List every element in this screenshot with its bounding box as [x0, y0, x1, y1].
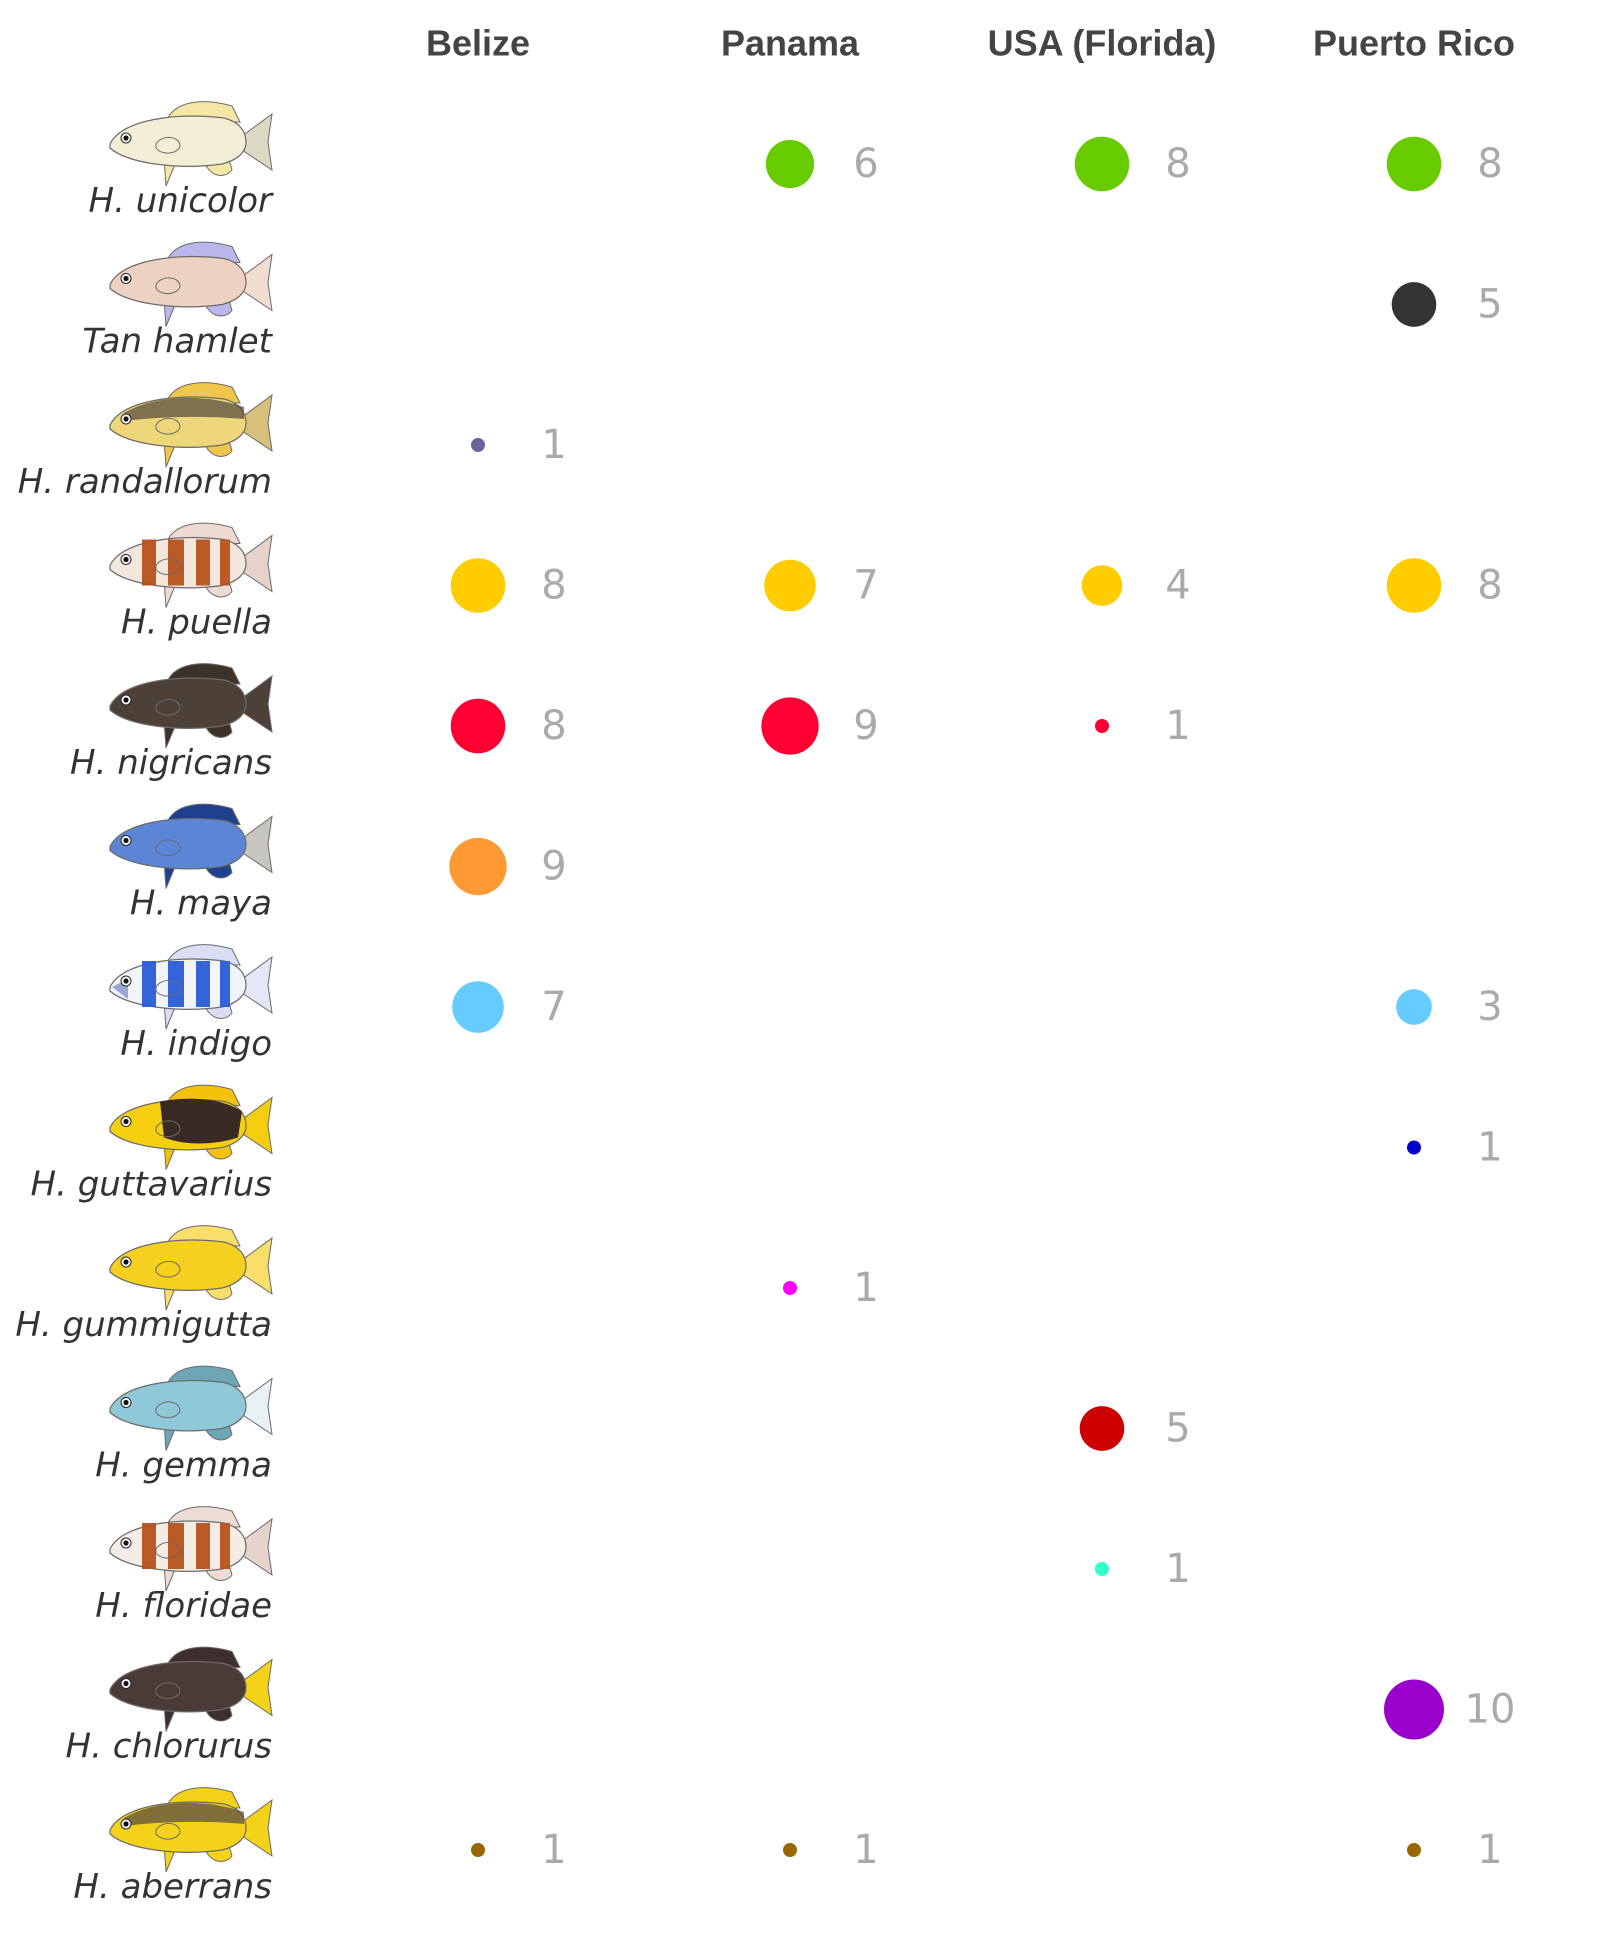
fish-illustration-icon: [109, 522, 273, 608]
column-header: USA (Florida): [988, 23, 1217, 64]
species-row: H. nigricans 8 9 1: [70, 663, 1191, 783]
count-dot: [1079, 1406, 1125, 1451]
species-row: H. puella 8 7 4 8: [109, 522, 1503, 643]
fish-illustration-icon: [109, 1506, 273, 1592]
count-label: 1: [541, 1827, 566, 1873]
count-label: 8: [541, 703, 566, 749]
count-label: 1: [1477, 1125, 1502, 1171]
count-label: 7: [853, 563, 878, 609]
count-dot: [449, 837, 507, 896]
count-dot: [1391, 282, 1437, 327]
count-label: 3: [1477, 984, 1502, 1030]
count-label: 8: [1477, 563, 1502, 609]
count-label: 10: [1465, 1687, 1516, 1733]
count-dot: [1396, 989, 1432, 1025]
count-dot: [1384, 1679, 1444, 1740]
species-row: H. indigo 7 3: [109, 944, 1503, 1064]
species-label: H. indigo: [120, 1024, 272, 1064]
species-label: H. aberrans: [73, 1867, 272, 1907]
species-row: H. randallorum 1: [18, 382, 567, 502]
species-label: H. unicolor: [89, 181, 274, 221]
fish-illustration-icon: [109, 803, 273, 889]
species-row: H. maya 9: [109, 803, 567, 924]
count-label: 4: [1165, 563, 1190, 609]
count-label: 5: [1165, 1406, 1190, 1452]
count-label: 5: [1477, 282, 1502, 328]
species-label: H. guttavarius: [31, 1165, 272, 1205]
species-row: H. floridae 1: [95, 1506, 1191, 1626]
fish-illustration-icon: [109, 382, 273, 468]
count-label: 7: [541, 984, 566, 1030]
fish-illustration-icon: [109, 241, 273, 327]
fish-illustration-icon: [109, 1225, 273, 1311]
count-dot: [1407, 1140, 1421, 1155]
count-label: 8: [1477, 141, 1502, 187]
count-label: 1: [853, 1827, 878, 1873]
count-dot: [783, 1281, 797, 1295]
species-label: H. gemma: [95, 1446, 272, 1486]
count-label: 1: [853, 1265, 878, 1311]
count-label: 8: [1165, 141, 1190, 187]
fish-illustration-icon: [109, 1084, 273, 1170]
species-label: H. floridae: [95, 1586, 272, 1626]
count-dot: [1081, 565, 1123, 606]
species-label: H. gummigutta: [15, 1305, 272, 1345]
count-label: 1: [1477, 1827, 1502, 1873]
species-row: H. gummigutta 1: [15, 1225, 879, 1345]
count-dot: [450, 698, 506, 754]
count-dot: [1386, 558, 1442, 613]
species-row: H. unicolor 6 8 8: [89, 101, 1503, 221]
species-label: H. maya: [130, 884, 272, 924]
count-label: 1: [1165, 1546, 1190, 1592]
count-dot: [450, 558, 506, 613]
fish-illustration-icon: [109, 663, 273, 749]
count-dot: [764, 559, 816, 612]
species-label: H. puella: [121, 603, 272, 643]
count-dot: [1095, 719, 1109, 733]
species-row: H. aberrans 1 1 1: [73, 1787, 1503, 1907]
count-dot: [1095, 1562, 1109, 1576]
column-header: Puerto Rico: [1313, 23, 1515, 64]
count-label: 1: [541, 422, 566, 468]
column-headers: Belize Panama USA (Florida) Puerto Rico: [426, 23, 1515, 64]
count-dot: [471, 1843, 485, 1857]
count-dot: [1386, 136, 1442, 192]
count-label: 1: [1165, 703, 1190, 749]
count-label: 8: [541, 563, 566, 609]
species-row: H. guttavarius 1: [31, 1084, 1503, 1205]
fish-illustration-icon: [109, 1787, 273, 1873]
count-label: 6: [853, 141, 878, 187]
count-dot: [471, 438, 485, 452]
fish-illustration-icon: [109, 101, 273, 187]
count-label: 9: [541, 844, 566, 890]
species-row: Tan hamlet 5: [82, 241, 1503, 362]
count-dot: [783, 1843, 797, 1857]
species-label: H. randallorum: [18, 462, 272, 502]
fish-illustration-icon: [109, 1646, 273, 1732]
species-row: H. chlorurus 10: [66, 1646, 1516, 1767]
count-dot: [765, 139, 815, 189]
count-dot: [1074, 136, 1130, 192]
fish-illustration-icon: [109, 1365, 273, 1451]
column-header: Belize: [426, 23, 530, 64]
species-row: H. gemma 5: [95, 1365, 1191, 1486]
column-header: Panama: [721, 23, 860, 64]
species-label: H. nigricans: [70, 743, 272, 783]
species-label: Tan hamlet: [82, 322, 273, 362]
count-dot: [452, 981, 504, 1033]
count-dot: [1407, 1843, 1421, 1857]
species-label: H. chlorurus: [66, 1727, 272, 1767]
fish-illustration-icon: [109, 944, 273, 1030]
species-rows: H. unicolor 6 8 8 Tan hamlet 5 H. randallorum 1…: [15, 101, 1516, 1907]
count-label: 9: [853, 703, 878, 749]
count-dot: [761, 697, 819, 755]
